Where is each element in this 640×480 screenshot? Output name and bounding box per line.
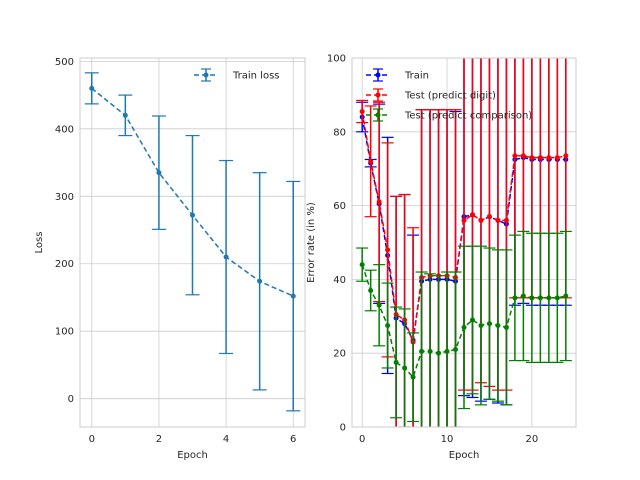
y-tick-label: 60 — [333, 201, 346, 212]
data-point — [402, 365, 408, 371]
data-point — [503, 324, 509, 330]
data-point — [376, 199, 382, 205]
data-point — [554, 295, 560, 301]
legend-label: Train — [404, 71, 429, 82]
data-point — [554, 155, 560, 161]
legend-item: Test (predict comparison) — [366, 108, 532, 122]
axes-frame — [79, 57, 306, 428]
y-axis-label: Loss — [34, 232, 45, 254]
y-tick-label: 20 — [333, 349, 346, 360]
data-point — [503, 217, 509, 223]
y-tick-label: 40 — [333, 275, 346, 286]
data-point — [385, 323, 391, 329]
chart-panel-2: 0 10 20 0 20 40 60 80 100 Epoch Error rate (in %) T… — [306, 54, 577, 461]
y-tick-label: 100 — [327, 54, 346, 65]
legend-marker — [203, 72, 209, 78]
data-point — [453, 347, 459, 353]
data-point — [410, 374, 416, 380]
data-point — [546, 155, 552, 161]
data-point — [368, 158, 374, 164]
data-point — [436, 350, 442, 356]
data-point — [444, 348, 450, 354]
data-point — [290, 293, 296, 299]
legend: Train loss — [194, 68, 280, 82]
data-point — [563, 153, 569, 159]
data-point — [469, 212, 475, 218]
legend-item: Train — [366, 68, 429, 82]
y-axis-label: Error rate (in %) — [306, 202, 317, 283]
series-train-loss — [84, 72, 301, 412]
data-point — [419, 348, 425, 354]
data-point — [461, 217, 467, 223]
legend-label: Test (predict digit) — [404, 91, 496, 102]
y-tick-label: 500 — [55, 57, 74, 68]
data-point — [376, 302, 382, 308]
x-tick-label: 0 — [89, 434, 95, 445]
data-point — [486, 214, 492, 220]
y-tick-label: 0 — [340, 423, 346, 434]
legend-marker — [375, 112, 381, 118]
x-tick-label: 2 — [156, 434, 162, 445]
data-point — [427, 348, 433, 354]
data-point — [537, 295, 543, 301]
legend-label: Test (predict comparison) — [404, 111, 532, 122]
data-point — [512, 295, 518, 301]
legend-label: Train loss — [232, 71, 280, 82]
data-point — [469, 317, 475, 323]
data-point — [156, 170, 162, 176]
data-point — [122, 112, 128, 118]
chart-panel-1: 0 2 4 6 0 100 200 300 400 500 Epoch Loss Train loss — [34, 57, 306, 461]
data-point — [359, 109, 365, 115]
series-test-predict-comparison — [356, 230, 572, 427]
data-point — [512, 153, 518, 159]
data-point — [393, 359, 399, 365]
legend-item: Test (predict digit) — [366, 88, 496, 102]
axes-frame — [351, 57, 577, 428]
y-tick-label: 300 — [55, 192, 74, 203]
data-point — [461, 324, 467, 330]
x-axis-label: Epoch — [449, 450, 480, 461]
data-point — [563, 293, 569, 299]
plot-area — [356, 58, 572, 427]
data-point — [520, 153, 526, 159]
data-point — [495, 217, 501, 223]
data-point — [478, 217, 484, 223]
x-tick-label: 6 — [290, 434, 296, 445]
data-point — [478, 323, 484, 329]
data-point — [486, 321, 492, 327]
legend-item: Train loss — [194, 68, 280, 82]
legend-marker — [375, 72, 381, 78]
data-point — [89, 85, 95, 91]
y-tick-label: 200 — [55, 259, 74, 270]
data-point — [546, 295, 552, 301]
legend-marker — [375, 92, 381, 98]
data-point — [529, 295, 535, 301]
y-tick-label: 80 — [333, 127, 346, 138]
data-point — [368, 287, 374, 293]
x-tick-label: 10 — [441, 434, 454, 445]
x-axis-label: Epoch — [177, 450, 208, 461]
plot-area — [84, 72, 301, 412]
y-tick-label: 400 — [55, 124, 74, 135]
y-tick-label: 100 — [55, 327, 74, 338]
x-tick-label: 20 — [526, 434, 539, 445]
x-tick-label: 4 — [223, 434, 229, 445]
data-point — [190, 212, 195, 218]
data-point — [520, 293, 526, 299]
data-point — [495, 323, 501, 329]
data-point — [359, 262, 365, 268]
data-point — [385, 247, 391, 253]
data-point — [537, 155, 543, 161]
data-point — [257, 278, 263, 284]
x-tick-label: 0 — [359, 434, 365, 445]
legend: Train Test (predict digit) Test (predict c… — [366, 68, 532, 122]
data-point — [529, 155, 535, 161]
y-tick-label: 0 — [68, 394, 74, 405]
data-point — [223, 254, 229, 260]
